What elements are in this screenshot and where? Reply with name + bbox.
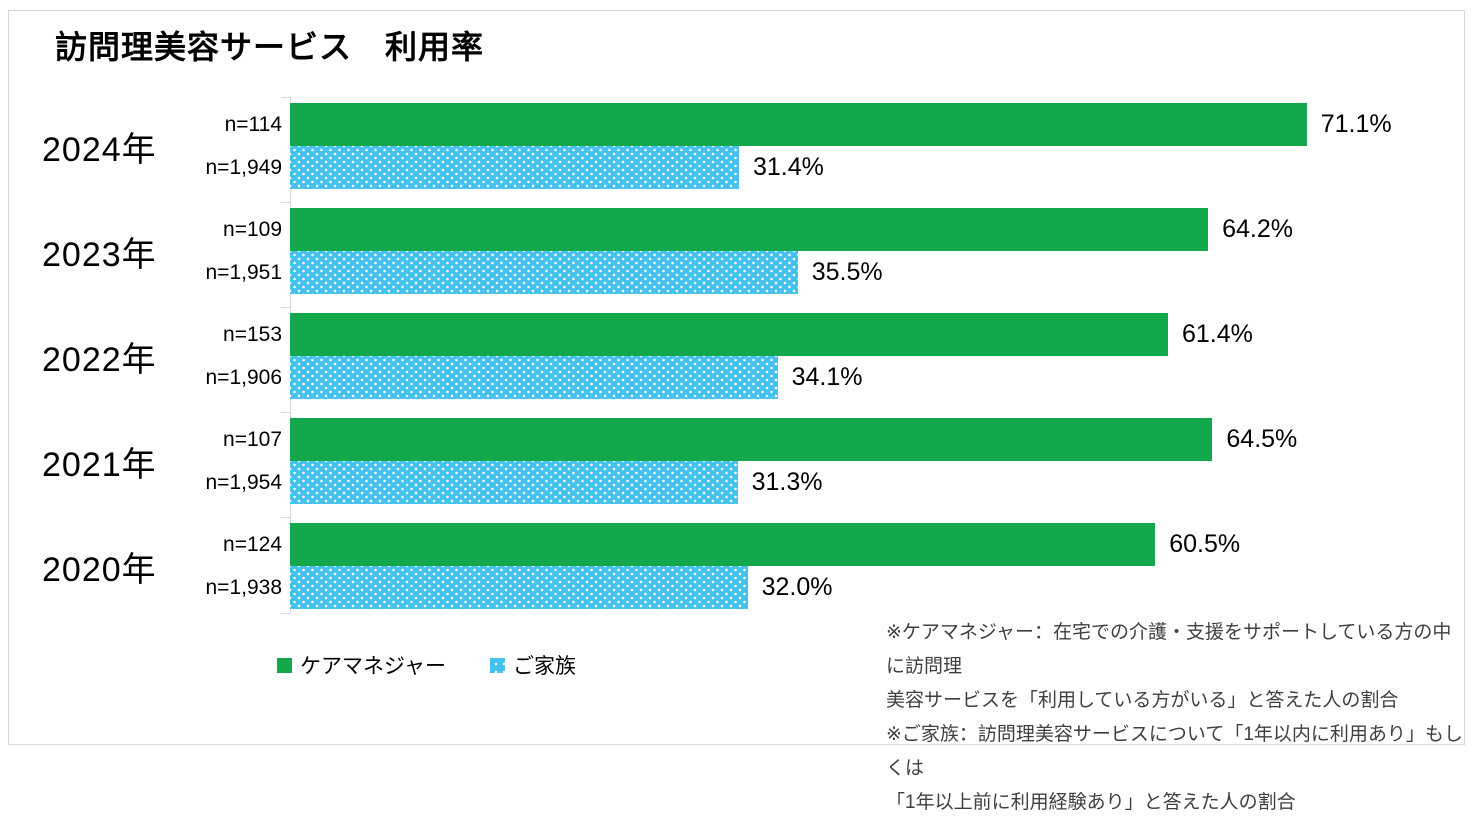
sample-size-label-family: n=1,938 [205,575,283,599]
sample-size-label-care-manager: n=153 [223,322,282,346]
bar-family [290,251,798,294]
bar-care-manager [290,418,1213,461]
value-label: 61.4% [1182,320,1253,348]
footnote-line: ※ご家族：訪問理美容サービスについて「1年以内に利用あり」もしくは [886,724,1463,779]
chart-group-2020: 2020年 n=124 n=1,938 60.5% 32.0% [0,523,1476,609]
sample-size-label-care-manager: n=107 [223,427,282,451]
value-label: 31.3% [751,468,823,496]
sample-size-label-family: n=1,906 [205,365,283,389]
sample-size-label-care-manager: n=124 [223,532,282,556]
footnote-line: 「1年以上前に利用経験あり」と答えた人の割合 [886,792,1296,813]
axis-tick [281,412,290,413]
bar-care-manager [290,523,1156,566]
category-label: 2021年 [42,445,157,484]
value-label: 34.1% [791,363,863,391]
category-label: 2024年 [42,130,157,169]
bar-family [290,356,778,399]
value-label: 32.0% [761,573,833,601]
legend-item-care-manager: ケアマネジャー [277,650,446,680]
legend-swatch-family [489,657,505,673]
bar-family [290,461,738,504]
legend-label-family: ご家族 [512,655,576,678]
value-label: 64.2% [1222,215,1293,243]
axis-tick [281,517,290,518]
sample-size-label-family: n=1,949 [205,155,283,179]
bar-care-manager [290,313,1168,356]
legend-item-family: ご家族 [489,650,576,680]
value-label: 60.5% [1169,530,1241,558]
category-label: 2023年 [42,235,157,274]
footnote: ※ケアマネジャー：在宅での介護・支援をサポートしている方の中に訪問理 美容サービ… [886,616,1468,820]
category-label: 2022年 [42,340,157,379]
value-label: 71.1% [1320,110,1392,138]
bar-family [290,566,748,609]
footnote-line: 美容サービスを「利用している方がいる」と答えた人の割合 [886,690,1399,711]
legend: ケアマネジャー ご家族 [277,650,576,680]
sample-size-label-care-manager: n=114 [224,112,282,136]
chart-group-2023: 2023年 n=109 n=1,951 64.2% 35.5% [0,208,1476,294]
value-label: 35.5% [811,258,883,286]
chart-title: 訪問理美容サービス 利用率 [55,29,485,65]
axis-tick [281,202,290,203]
bar-care-manager [290,103,1307,146]
legend-label-care-manager: ケアマネジャー [300,655,446,678]
legend-swatch-care-manager [277,657,292,673]
axis-tick [281,307,290,308]
axis-tick [281,613,290,614]
category-label: 2020年 [42,550,157,589]
sample-size-label-family: n=1,954 [205,470,283,494]
sample-size-label-care-manager: n=109 [223,217,282,241]
chart-group-2021: 2021年 n=107 n=1,954 64.5% 31.3% [0,418,1476,504]
chart-group-2022: 2022年 n=153 n=1,906 61.4% 34.1% [0,313,1476,399]
bar-family [290,146,739,189]
sample-size-label-family: n=1,951 [205,260,283,284]
chart-group-2024: 2024年 n=114 n=1,949 71.1% 31.4% [0,103,1476,189]
axis-tick [281,97,290,98]
footnote-line: ※ケアマネジャー：在宅での介護・支援をサポートしている方の中に訪問理 [886,622,1452,677]
value-label: 31.4% [753,153,824,181]
value-label: 64.5% [1226,425,1298,453]
bar-care-manager [290,208,1209,251]
